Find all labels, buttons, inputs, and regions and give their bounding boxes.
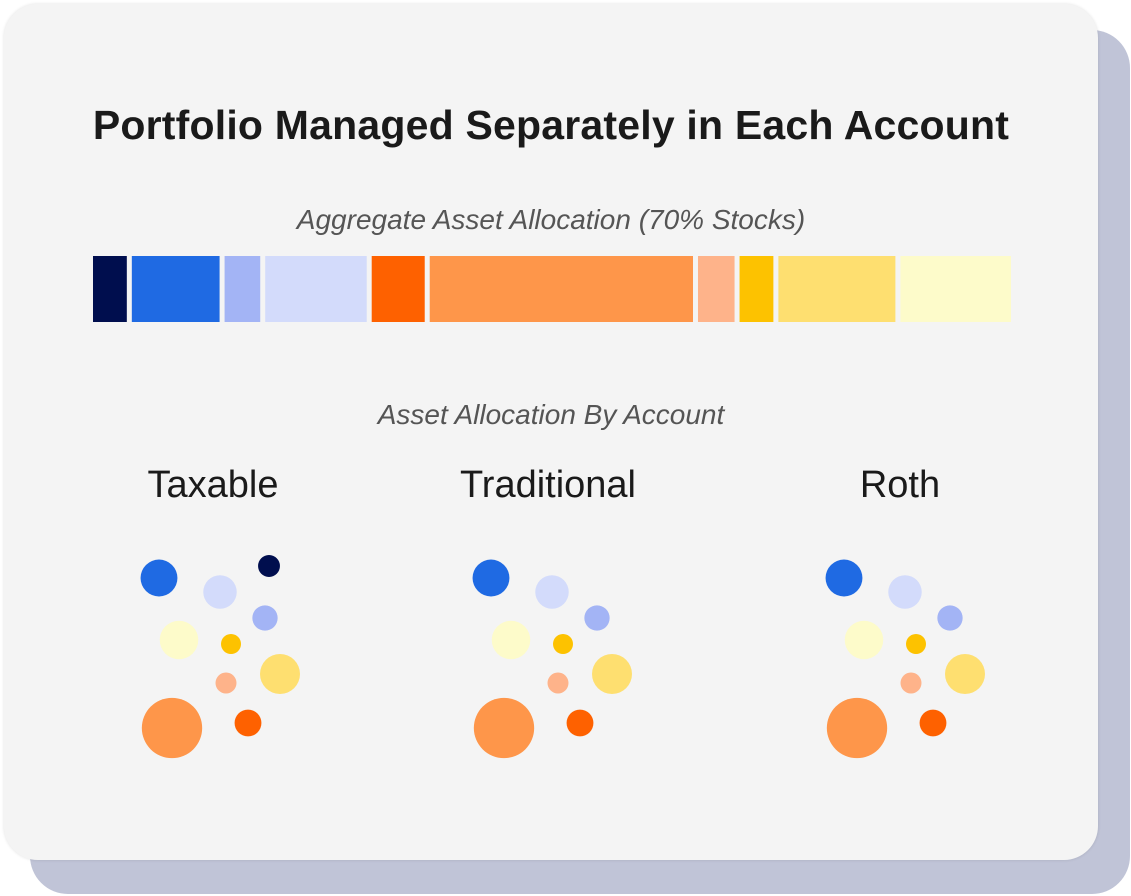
bubble-cream — [159, 620, 199, 660]
bubble-cluster-traditional — [472, 559, 632, 759]
bubble-cream — [844, 620, 884, 660]
bubble-gold — [221, 634, 241, 654]
aggregate-segment-blue — [131, 256, 220, 322]
bubble-orange — [473, 697, 535, 759]
bubble-blue — [825, 559, 863, 597]
aggregate-allocation-bar — [93, 256, 1011, 322]
bubble-gold — [906, 634, 926, 654]
bubble-yellow — [592, 654, 632, 694]
aggregate-segment-navy — [93, 256, 127, 322]
bubble-cluster-taxable — [140, 555, 300, 759]
aggregate-segment-yellow — [778, 256, 896, 322]
aggregate-segment-orange — [429, 256, 693, 322]
by-account-label: Asset Allocation By Account — [377, 399, 725, 430]
bubble-peach — [547, 672, 569, 694]
bubble-blue — [140, 559, 178, 597]
bubble-orange-dark — [234, 709, 262, 737]
bubble-lavender — [535, 575, 569, 609]
bubble-periwinkle — [584, 605, 610, 631]
bubble-orange — [826, 697, 888, 759]
bubble-peach — [900, 672, 922, 694]
bubble-periwinkle — [937, 605, 963, 631]
aggregate-segment-gold — [739, 256, 774, 322]
bubble-yellow — [260, 654, 300, 694]
account-label-taxable: Taxable — [147, 464, 279, 506]
account-label-traditional: Traditional — [459, 464, 636, 506]
bubble-blue — [472, 559, 510, 597]
bubble-lavender — [888, 575, 922, 609]
bubble-gold — [553, 634, 573, 654]
bubble-orange — [141, 697, 203, 759]
bubble-yellow — [945, 654, 985, 694]
bubble-periwinkle — [252, 605, 278, 631]
bubble-orange-dark — [919, 709, 947, 737]
aggregate-allocation-label: Aggregate Asset Allocation (70% Stocks) — [296, 204, 806, 235]
account-bubble-clusters — [140, 555, 985, 759]
account-label-roth: Roth — [859, 464, 941, 506]
bubble-navy — [258, 555, 280, 577]
bubble-orange-dark — [566, 709, 594, 737]
aggregate-segment-lavender — [265, 256, 367, 322]
bubble-cluster-roth — [825, 559, 985, 759]
aggregate-segment-cream — [900, 256, 1011, 322]
allocation-card: Portfolio Managed Separately in Each Acc… — [4, 4, 1098, 860]
page-title: Portfolio Managed Separately in Each Acc… — [92, 102, 1010, 148]
bubble-cream — [491, 620, 531, 660]
aggregate-segment-orange-dark — [371, 256, 425, 322]
bubble-lavender — [203, 575, 237, 609]
aggregate-segment-periwinkle — [224, 256, 261, 322]
aggregate-segment-peach — [697, 256, 735, 322]
bubble-peach — [215, 672, 237, 694]
